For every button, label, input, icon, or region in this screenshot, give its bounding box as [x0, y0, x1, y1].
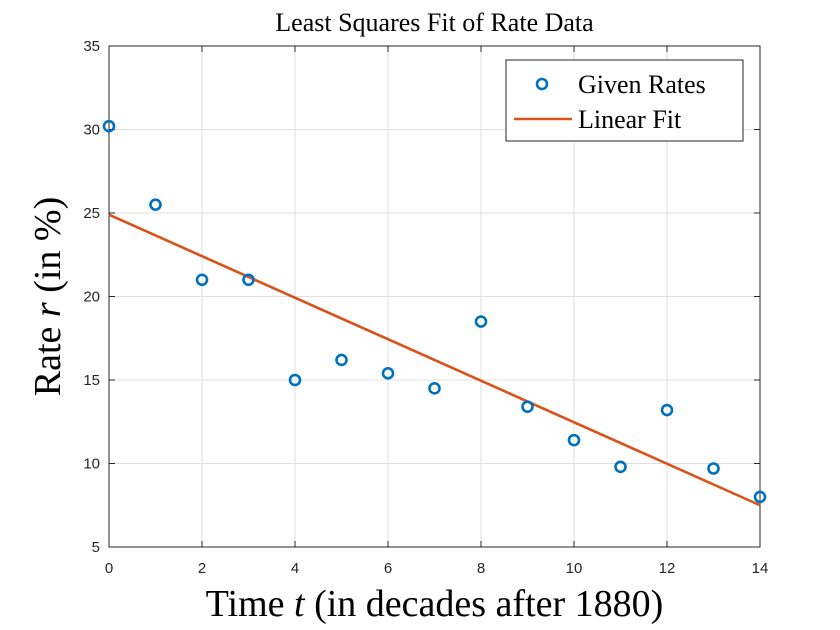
data-point	[428, 382, 441, 395]
data-point	[521, 400, 534, 414]
y-axis-label: Rate r (in %)	[27, 197, 69, 396]
data-point	[381, 367, 395, 380]
data-points-layer	[102, 119, 767, 504]
data-point	[149, 198, 162, 211]
data-point	[335, 353, 348, 367]
x-tick-label: 10	[566, 560, 583, 577]
x-tick-label: 8	[477, 560, 485, 577]
data-point	[707, 462, 720, 475]
data-point	[567, 433, 581, 447]
y-tick-label: 30	[83, 122, 100, 139]
y-tick-label: 5	[92, 539, 100, 556]
linear-fit-line	[108, 213, 761, 507]
data-point	[753, 490, 767, 504]
fit-line-layer	[108, 213, 761, 507]
x-tick-label: 0	[105, 560, 113, 577]
data-point	[614, 460, 627, 474]
legend-marker-given-rates	[535, 77, 549, 91]
legend: Given Rates Linear Fit	[505, 59, 744, 142]
y-tick-label: 15	[83, 372, 100, 389]
x-tick-label: 6	[384, 560, 392, 577]
legend-label-linear-fit: Linear Fit	[578, 105, 682, 134]
data-point	[474, 315, 488, 328]
x-tick-label: 14	[752, 560, 769, 577]
data-point	[660, 403, 674, 417]
data-point	[102, 119, 116, 133]
chart-title: Least Squares Fit of Rate Data	[275, 8, 594, 37]
y-tick-label: 20	[83, 289, 100, 306]
data-point	[242, 273, 255, 287]
legend-label-given-rates: Given Rates	[578, 70, 706, 99]
x-tick-label: 2	[198, 560, 206, 577]
y-tick-label: 25	[83, 205, 100, 222]
data-point	[288, 373, 302, 387]
y-tick-label: 10	[83, 456, 100, 473]
x-axis-label: Time t (in decades after 1880)	[206, 583, 664, 625]
y-tick-label: 35	[83, 38, 100, 55]
x-tick-label: 12	[659, 560, 676, 577]
data-point	[195, 273, 209, 287]
legend-box	[505, 59, 744, 142]
axis-ticks: 0 2 4 6 8 10 12 14 5 10 15 20 25 30 35	[83, 38, 768, 577]
x-tick-label: 4	[291, 560, 299, 577]
